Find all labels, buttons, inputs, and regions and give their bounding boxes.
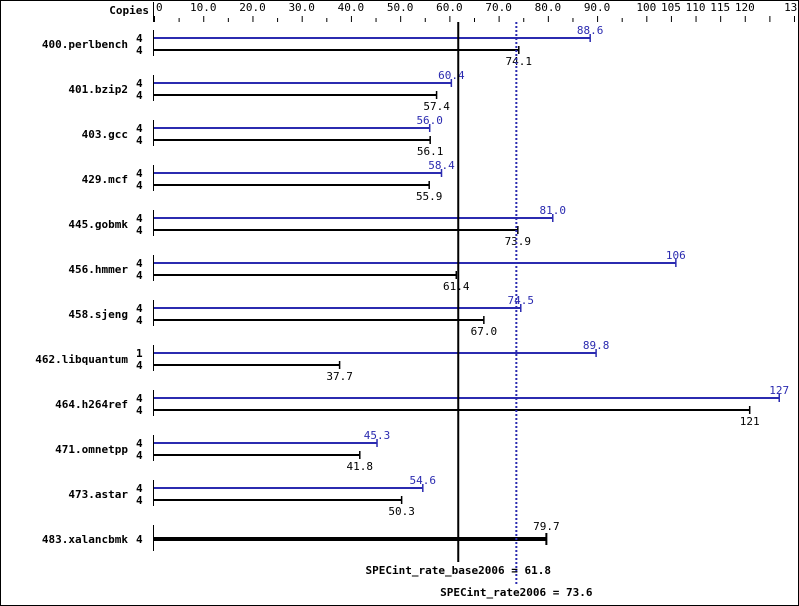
base-copies: 4 — [136, 89, 143, 102]
base-copies: 4 — [136, 494, 143, 507]
base-value-label: 57.4 — [423, 100, 450, 113]
tick-label: 30.0 — [288, 1, 315, 14]
base-value-label: 37.7 — [326, 370, 353, 383]
tick-label: 80.0 — [535, 1, 562, 14]
benchmark-row: 400.perlbench 44 88.6 74.1 — [42, 24, 604, 68]
benchmark-name: 462.libquantum — [35, 353, 128, 366]
base-copies: 4 — [136, 449, 143, 462]
benchmark-name: 445.gobmk — [68, 218, 128, 231]
axis-title: Copies — [109, 4, 149, 17]
base-value-label: 74.1 — [506, 55, 533, 68]
peak-copies: 4 — [136, 77, 143, 90]
benchmark-row: 456.hmmer 44 106 61.4 — [68, 249, 685, 293]
benchmark-name: 471.omnetpp — [55, 443, 128, 456]
peak-summary-label: SPECint_rate2006 = 73.6 — [440, 586, 593, 599]
tick-label: 60.0 — [436, 1, 463, 14]
peak-copies: 4 — [136, 482, 143, 495]
base-copies: 4 — [136, 44, 143, 57]
peak-value-label: 106 — [666, 249, 686, 262]
base-copies: 4 — [136, 359, 143, 372]
base-value-label: 67.0 — [471, 325, 498, 338]
benchmark-row: 401.bzip2 44 60.4 57.4 — [68, 69, 465, 113]
tick-label: 50.0 — [387, 1, 414, 14]
benchmark-row: 429.mcf 44 58.4 55.9 — [82, 159, 455, 203]
base-bar — [154, 537, 547, 541]
base-value-label: 41.8 — [347, 460, 374, 473]
benchmark-name: 464.h264ref — [55, 398, 128, 411]
peak-value-label: 56.0 — [416, 114, 443, 127]
base-summary-label: SPECint_rate_base2006 = 61.8 — [366, 564, 551, 577]
base-value-label: 50.3 — [388, 505, 415, 518]
tick-label: 0 — [156, 1, 163, 14]
benchmark-name: 401.bzip2 — [68, 83, 128, 96]
tick-label: 105 — [661, 1, 681, 14]
base-value-label: 55.9 — [416, 190, 443, 203]
tick-label: 100 — [636, 1, 656, 14]
tick-label: 10.0 — [190, 1, 217, 14]
peak-value-label: 89.8 — [583, 339, 610, 352]
tick-label: 130 — [784, 1, 799, 14]
base-value-label: 61.4 — [443, 280, 470, 293]
base-copies: 4 — [136, 314, 143, 327]
benchmark-row: 471.omnetpp 44 45.3 41.8 — [55, 429, 390, 473]
benchmark-name: 429.mcf — [82, 173, 128, 186]
peak-copies: 4 — [136, 257, 143, 270]
base-value-label: 121 — [740, 415, 760, 428]
benchmark-row: 403.gcc 44 56.0 56.1 — [82, 114, 444, 158]
tick-label: 120 — [735, 1, 755, 14]
peak-value-label: 74.5 — [508, 294, 535, 307]
benchmark-name: 458.sjeng — [68, 308, 128, 321]
base-copies: 4 — [136, 179, 143, 192]
tick-label: 70.0 — [485, 1, 512, 14]
peak-copies: 4 — [136, 212, 143, 225]
base-copies: 4 — [136, 404, 143, 417]
tick-label: 90.0 — [584, 1, 611, 14]
benchmark-row: 473.astar 44 54.6 50.3 — [68, 474, 436, 518]
benchmark-name: 400.perlbench — [42, 38, 128, 51]
benchmark-row: 445.gobmk 44 81.0 73.9 — [68, 204, 566, 248]
base-copies: 4 — [136, 269, 143, 282]
base-value-label: 79.7 — [533, 520, 560, 533]
benchmark-name: 483.xalancbmk — [42, 533, 128, 546]
peak-value-label: 45.3 — [364, 429, 391, 442]
benchmark-name: 456.hmmer — [68, 263, 128, 276]
peak-value-label: 60.4 — [438, 69, 465, 82]
benchmark-name: 403.gcc — [82, 128, 128, 141]
peak-value-label: 127 — [769, 384, 789, 397]
peak-copies: 4 — [136, 122, 143, 135]
base-copies: 4 — [136, 224, 143, 237]
tick-label: 40.0 — [338, 1, 365, 14]
peak-value-label: 54.6 — [410, 474, 437, 487]
peak-copies: 4 — [136, 167, 143, 180]
peak-copies: 4 — [136, 437, 143, 450]
peak-copies: 4 — [136, 392, 143, 405]
peak-value-label: 81.0 — [540, 204, 567, 217]
base-copies: 4 — [136, 533, 143, 546]
peak-copies: 4 — [136, 302, 143, 315]
tick-label: 20.0 — [239, 1, 266, 14]
benchmark-row: 462.libquantum 14 89.8 37.7 — [35, 339, 609, 383]
peak-copies: 4 — [136, 32, 143, 45]
base-value-label: 73.9 — [505, 235, 532, 248]
tick-label: 110 — [686, 1, 706, 14]
benchmark-row: 458.sjeng 44 74.5 67.0 — [68, 294, 534, 338]
reference-lines: SPECint_rate_base2006 = 61.8 SPECint_rate… — [366, 22, 593, 599]
peak-value-label: 58.4 — [428, 159, 455, 172]
x-axis: 0 10.0 20.0 30.0 40.0 50.0 60.0 70.0 80.0 90.0 100… — [154, 1, 799, 22]
benchmark-row: 483.xalancbmk 4 79.7 — [42, 520, 560, 551]
peak-copies: 1 — [136, 347, 143, 360]
benchmark-row: 464.h264ref 44 127 121 — [55, 384, 789, 428]
base-value-label: 56.1 — [417, 145, 444, 158]
base-copies: 4 — [136, 134, 143, 147]
benchmark-name: 473.astar — [68, 488, 128, 501]
tick-label: 115 — [710, 1, 730, 14]
peak-value-label: 88.6 — [577, 24, 604, 37]
